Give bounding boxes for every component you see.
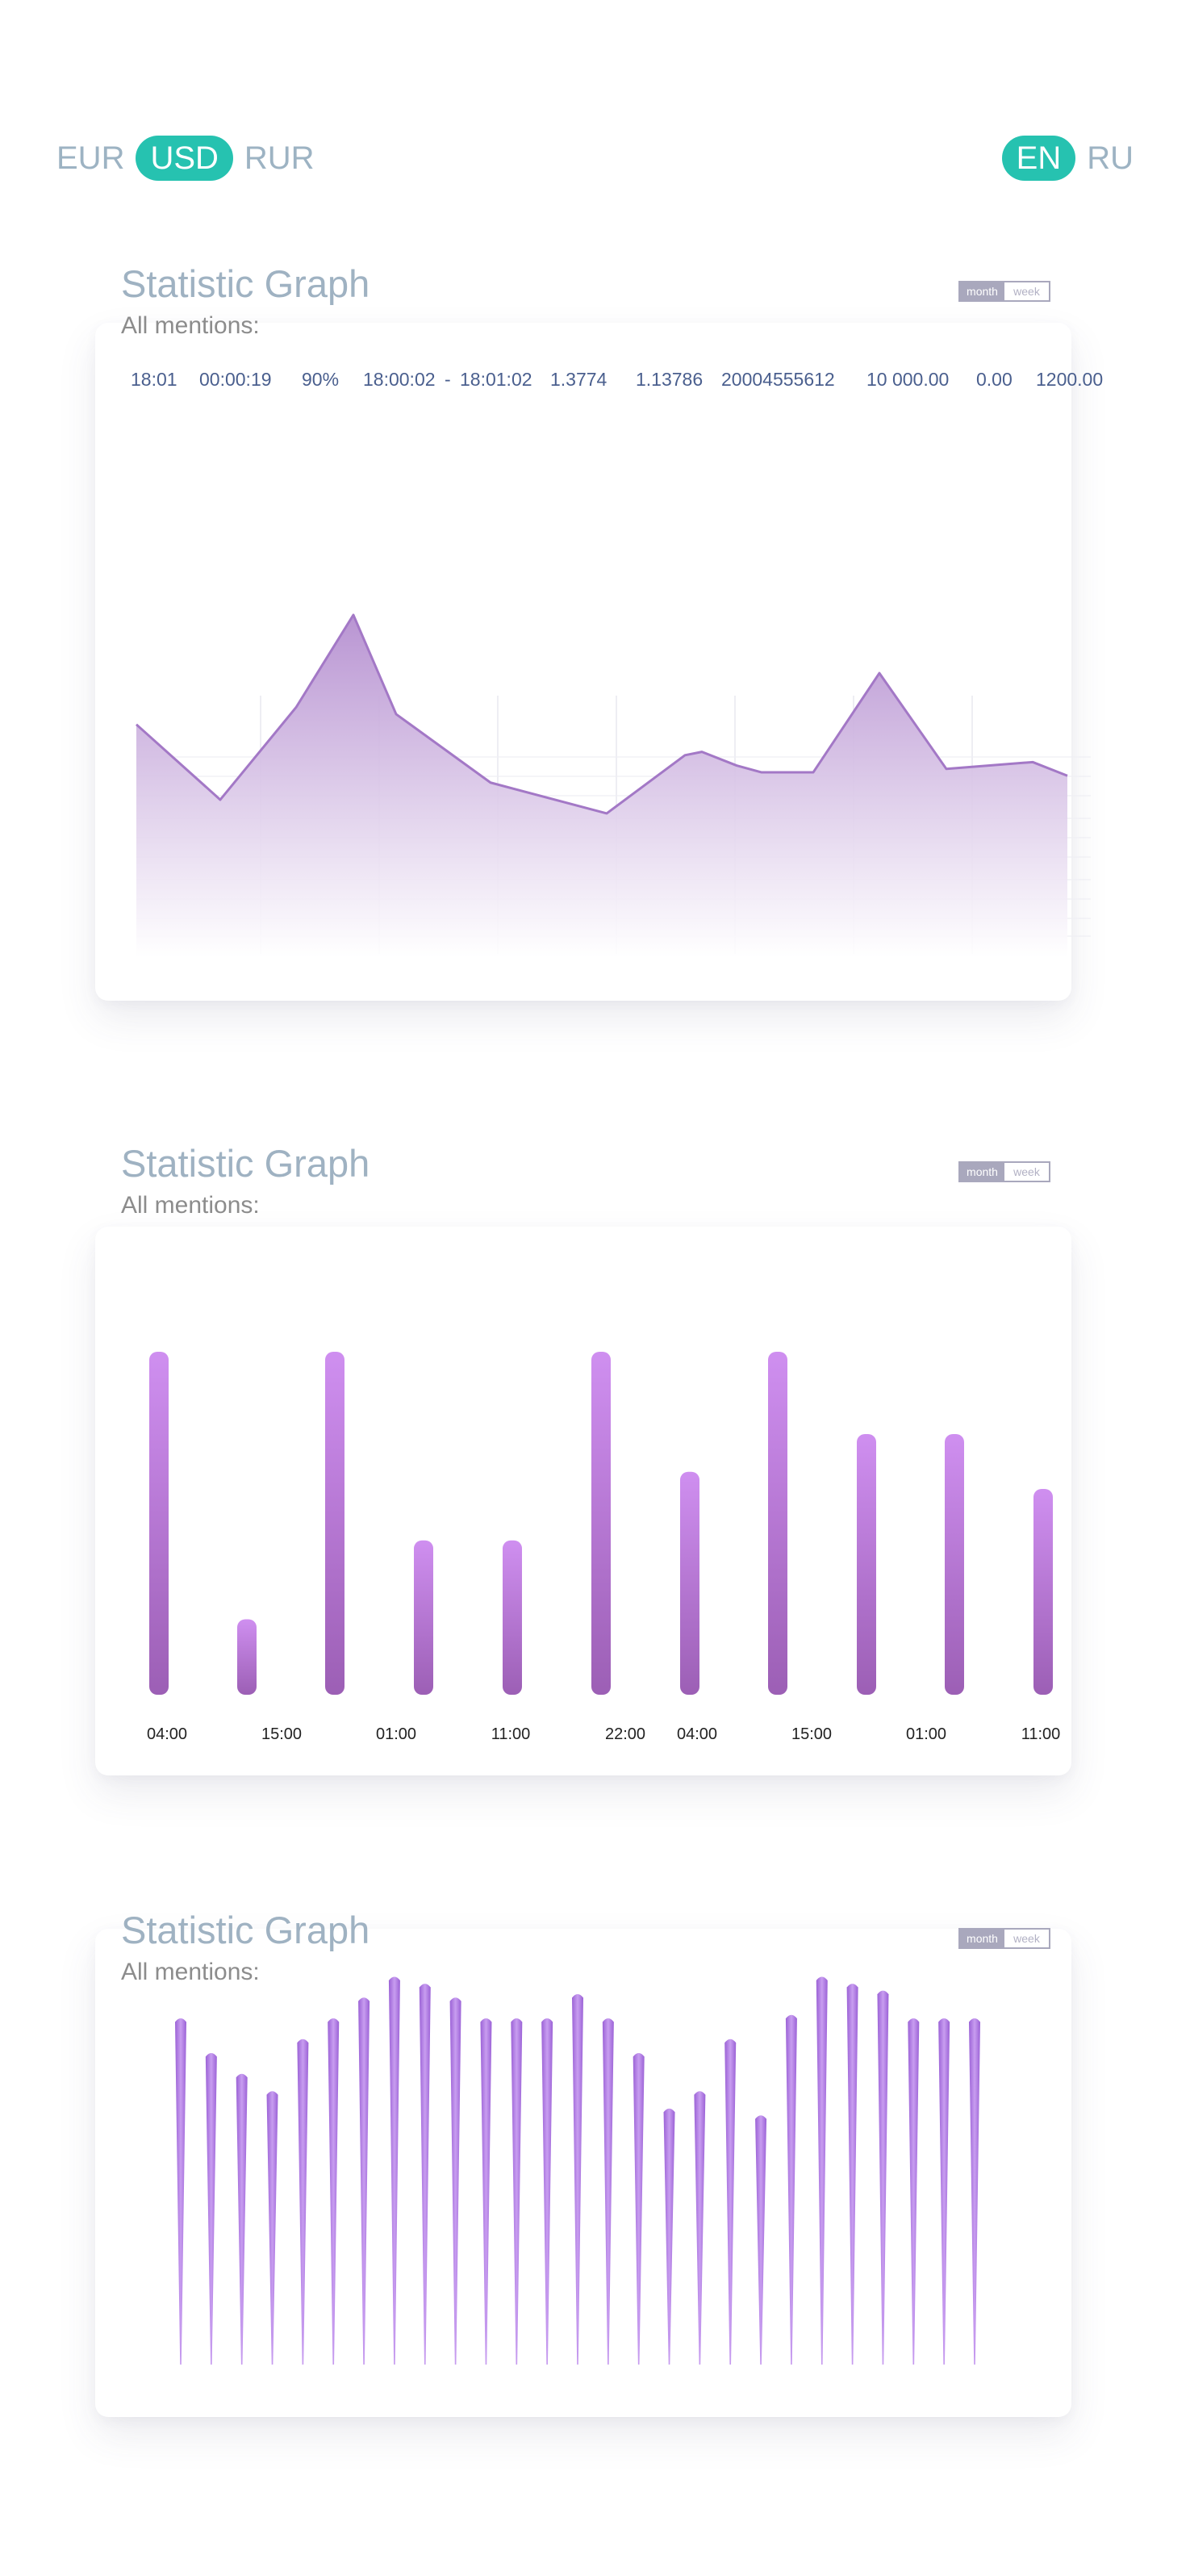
spike-bar: [846, 1984, 858, 2365]
bar: [857, 1434, 876, 1695]
currency-rur-option[interactable]: RUR: [244, 140, 315, 176]
stat-value: 1200.00: [1036, 369, 1104, 390]
spike-bar: [541, 2018, 553, 2365]
x-tick-label: 15:00: [791, 1725, 832, 1743]
panel-3-title: Statistic Graph: [121, 1909, 370, 1951]
bar: [768, 1352, 787, 1695]
spike-bar: [266, 2091, 278, 2365]
stats-row: 18:01 00:00:19 90% 18:00:02 - 18:01:02 1…: [129, 369, 1113, 395]
spike-bar: [877, 1990, 889, 2365]
panel-2-title: Statistic Graph: [121, 1142, 370, 1185]
stat-value: 18:00:02: [363, 369, 436, 390]
spike-bar: [724, 2039, 737, 2365]
spike-bar: [602, 2018, 614, 2365]
spike-bar: [175, 2018, 186, 2365]
bar: [945, 1434, 964, 1695]
x-tick-label: 04:00: [147, 1725, 187, 1743]
spike-bar: [358, 1997, 370, 2365]
panel-1-period-toggle: month week: [958, 281, 1050, 302]
spike-bar: [449, 1997, 461, 2365]
spike-bar: [419, 1984, 431, 2365]
spike-bar: [816, 1976, 828, 2365]
stat-value: 90%: [302, 369, 340, 390]
bar: [591, 1352, 611, 1695]
stat-separator: -: [445, 369, 451, 390]
x-tick-label: 11:00: [491, 1725, 531, 1743]
spike-bar: [572, 1993, 583, 2365]
stat-value: 18:01:02: [460, 369, 532, 390]
panel-1-heading: Statistic Graph All mentions:: [121, 260, 370, 342]
spike-bar: [511, 2018, 523, 2365]
spike-bar: [480, 2018, 492, 2365]
x-tick-label: 22:00: [605, 1725, 645, 1743]
x-tick-label: 11:00: [1021, 1725, 1061, 1743]
language-en-option[interactable]: EN: [1001, 136, 1076, 181]
panel-3-subtitle: All mentions:: [121, 1959, 260, 1985]
spike-bar: [633, 2052, 645, 2365]
panel-1-week-option[interactable]: week: [1004, 282, 1049, 300]
stat-value: 1.3774: [550, 369, 608, 390]
spike-bar: [297, 2039, 309, 2365]
panel-2-subtitle: All mentions:: [121, 1192, 260, 1219]
bar-chart-card: [95, 1227, 1071, 1775]
spike-bar: [236, 2073, 248, 2365]
x-tick-label: 01:00: [376, 1725, 416, 1743]
stat-value: 10 000.00: [866, 369, 950, 390]
spike-bar: [755, 2115, 767, 2365]
panel-1-month-option[interactable]: month: [960, 282, 1004, 300]
panel-2-heading: Statistic Graph All mentions:: [121, 1140, 370, 1222]
spike-bar: [205, 2052, 217, 2365]
panel-3-period-toggle: month week: [958, 1928, 1050, 1949]
bar: [680, 1471, 699, 1695]
spike-bar: [938, 2018, 950, 2365]
stat-value: 18:01: [131, 369, 177, 390]
language-ru-option[interactable]: RU: [1087, 140, 1134, 176]
x-tick-label: 15:00: [261, 1725, 302, 1743]
stat-value: 1.13786: [636, 369, 704, 390]
spike-bar: [694, 2091, 706, 2365]
spike-bar: [908, 2018, 920, 2365]
x-tick-label: 04:00: [677, 1725, 717, 1743]
panel-2-period-toggle: month week: [958, 1161, 1050, 1182]
panel-1-title: Statistic Graph: [121, 262, 370, 305]
bar: [325, 1352, 344, 1695]
x-tick-label: 01:00: [906, 1725, 946, 1743]
panel-2-week-option[interactable]: week: [1004, 1163, 1049, 1181]
panel-1-subtitle: All mentions:: [121, 312, 260, 339]
panel-2-month-option[interactable]: month: [960, 1163, 1004, 1181]
spike-bar: [328, 2018, 340, 2365]
spike-bar: [785, 2014, 797, 2365]
stat-value: 0.00: [976, 369, 1013, 390]
stat-value: 00:00:19: [199, 369, 272, 390]
panel-3-month-option[interactable]: month: [960, 1930, 1004, 1947]
panel-3-heading: Statistic Graph All mentions:: [121, 1906, 370, 1988]
bar: [414, 1540, 433, 1695]
spike-chart-card: [95, 1929, 1071, 2417]
currency-switch: EUR USD RUR: [53, 136, 318, 181]
bar: [503, 1540, 522, 1695]
bar: [149, 1352, 169, 1695]
currency-eur-option[interactable]: EUR: [56, 140, 125, 176]
spike-bar: [969, 2018, 980, 2365]
stat-value: 20004555612: [721, 369, 835, 390]
spike-bar: [663, 2108, 675, 2365]
language-switch: EN RU: [994, 136, 1137, 181]
panel-3-week-option[interactable]: week: [1004, 1930, 1049, 1947]
currency-usd-option[interactable]: USD: [136, 136, 233, 181]
bar: [1033, 1489, 1053, 1695]
bar: [237, 1619, 257, 1695]
spike-bar: [388, 1976, 400, 2365]
